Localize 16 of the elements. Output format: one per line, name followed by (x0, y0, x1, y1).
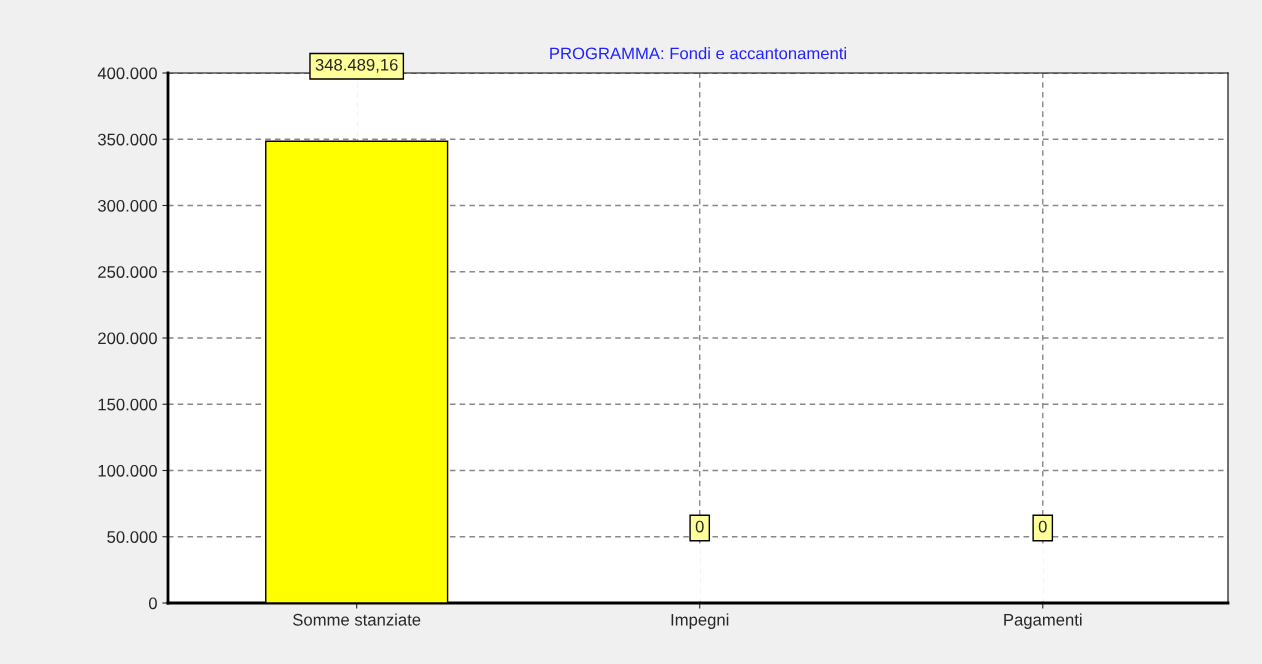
y-tick-label: 250.000 (98, 266, 157, 278)
x-tick-label: Somme stanziate (293, 613, 421, 626)
y-tick-label: 0 (148, 597, 157, 610)
y-tick-label: 400.000 (97, 67, 157, 80)
y-tick-label: 200.000 (98, 332, 157, 345)
y-tick-label: 300.000 (97, 199, 157, 212)
data-label: 348.489,16 (315, 58, 398, 73)
y-tick-label: 100.000 (98, 464, 157, 477)
data-label: 0 (695, 520, 704, 533)
data-label: 0 (1038, 520, 1047, 533)
y-tick-label: 150.000 (98, 398, 157, 411)
x-tick-label: Impegni (671, 613, 729, 629)
y-tick-label: 350.000 (97, 133, 157, 146)
chart-title: PROGRAMMA: Fondi e accantonamenti (550, 47, 847, 60)
x-tick-label: Pagamenti (1004, 613, 1082, 629)
y-tick-label: 50.000 (107, 531, 157, 543)
